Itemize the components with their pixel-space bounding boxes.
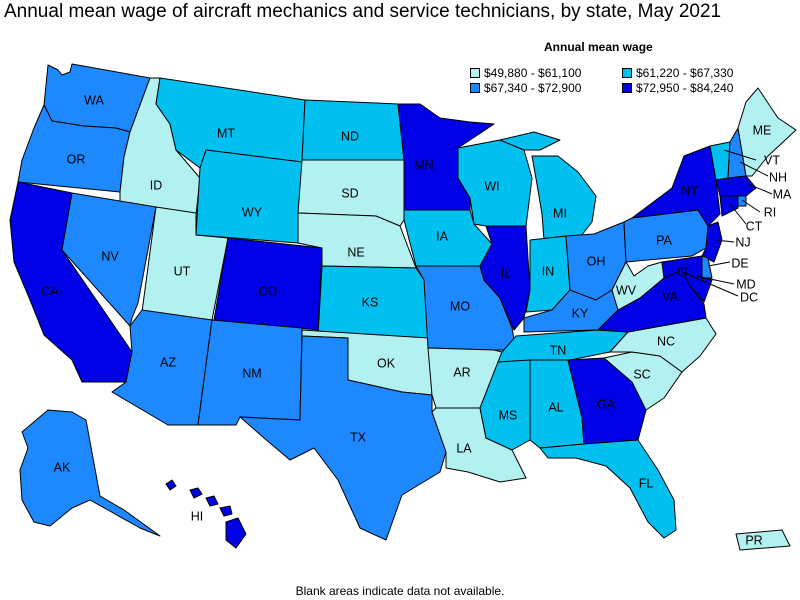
label-AL: AL	[548, 400, 563, 414]
state-MD[interactable]	[661, 255, 713, 303]
label-FL: FL	[639, 476, 654, 490]
label-NV: NV	[101, 249, 119, 263]
label-MN: MN	[414, 158, 433, 172]
label-NY: NY	[681, 183, 699, 197]
footnote: Blank areas indicate data not available.	[295, 584, 505, 598]
state-labels: WA OR CA ID NV UT AZ MT WY CO NM ND SD N…	[41, 93, 792, 547]
label-MD: MD	[736, 277, 755, 291]
state-DC[interactable]	[678, 267, 687, 276]
state-IL[interactable]	[479, 225, 531, 331]
state-ME[interactable]	[737, 87, 797, 177]
label-TN: TN	[550, 343, 567, 357]
label-VT: VT	[764, 153, 780, 167]
label-DC: DC	[740, 290, 758, 304]
label-OH: OH	[587, 254, 606, 268]
label-RI: RI	[764, 205, 777, 219]
legend-swatch-2	[622, 68, 632, 78]
label-KS: KS	[362, 295, 379, 309]
label-HI: HI	[191, 509, 204, 523]
label-WA: WA	[84, 93, 104, 107]
label-PR: PR	[745, 533, 762, 547]
map-title: Annual mean wage of aircraft mechanics a…	[4, 1, 722, 22]
label-AR: AR	[453, 365, 470, 379]
legend-label-2: $61,220 - $67,330	[636, 66, 734, 80]
state-TX[interactable]	[239, 335, 447, 541]
label-KY: KY	[572, 306, 589, 320]
label-ID: ID	[150, 178, 163, 192]
legend-label-4: $72,950 - $84,240	[636, 81, 734, 95]
state-PR[interactable]	[735, 529, 791, 551]
label-WI: WI	[484, 179, 499, 193]
label-VA: VA	[662, 289, 678, 303]
state-CT[interactable]	[719, 195, 739, 217]
label-WV: WV	[616, 283, 637, 297]
label-IL: IL	[501, 266, 511, 280]
label-IA: IA	[436, 229, 448, 243]
label-CA: CA	[41, 284, 59, 298]
legend-item-1: $49,880 - $61,100	[470, 66, 581, 80]
label-AK: AK	[54, 460, 71, 474]
label-SD: SD	[341, 186, 358, 200]
legend-item-3: $67,340 - $72,900	[470, 81, 581, 95]
label-leader-lines	[681, 149, 773, 297]
label-AZ: AZ	[160, 355, 176, 369]
label-TX: TX	[350, 430, 367, 444]
label-UT: UT	[174, 264, 191, 278]
label-MA: MA	[773, 187, 792, 201]
label-OK: OK	[377, 356, 396, 370]
label-CO: CO	[259, 284, 278, 298]
label-NH: NH	[769, 170, 787, 184]
label-IN: IN	[542, 264, 555, 278]
legend-label-1: $49,880 - $61,100	[484, 66, 582, 80]
legend-title: Annual mean wage	[544, 40, 653, 54]
label-NC: NC	[657, 334, 675, 348]
legend-item-2: $61,220 - $67,330	[622, 66, 733, 80]
label-NE: NE	[347, 245, 364, 259]
label-DE: DE	[731, 256, 748, 270]
legend-label-3: $67,340 - $72,900	[484, 81, 582, 95]
legend-swatch-3	[470, 83, 480, 93]
state-FL[interactable]	[539, 439, 677, 539]
state-RI[interactable]	[737, 195, 747, 207]
legend-swatch-1	[470, 68, 480, 78]
label-MI: MI	[553, 206, 567, 220]
label-GA: GA	[597, 397, 616, 411]
legend-item-4: $72,950 - $84,240	[622, 81, 733, 95]
state-MA[interactable]	[715, 175, 757, 197]
label-OR: OR	[67, 152, 86, 166]
label-WY: WY	[242, 205, 263, 219]
label-SC: SC	[633, 367, 650, 381]
label-CT: CT	[746, 219, 763, 233]
state-NJ[interactable]	[701, 221, 723, 263]
label-NJ: NJ	[735, 235, 750, 249]
state-MI[interactable]	[499, 131, 597, 241]
label-PA: PA	[656, 233, 672, 247]
label-MO: MO	[450, 299, 470, 313]
label-MS: MS	[499, 408, 518, 422]
label-NM: NM	[242, 366, 261, 380]
label-LA: LA	[456, 441, 472, 455]
label-ME: ME	[753, 123, 772, 137]
state-AK[interactable]	[19, 409, 161, 537]
label-ND: ND	[341, 129, 359, 143]
legend-swatch-4	[622, 83, 632, 93]
state-WY[interactable]	[195, 149, 303, 244]
state-HI[interactable]	[165, 479, 247, 549]
label-MT: MT	[217, 126, 235, 140]
